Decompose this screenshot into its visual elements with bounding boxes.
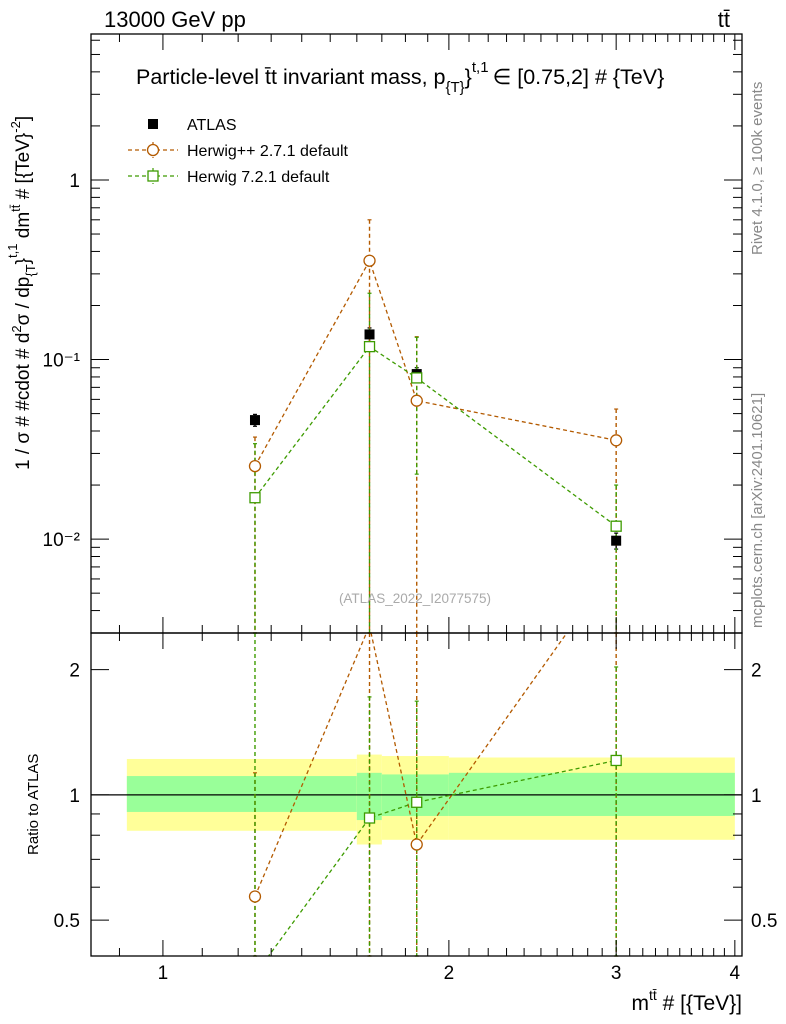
herwig-2-7-1-default-point xyxy=(248,459,262,473)
ratio-y-tick-label: 0.5 xyxy=(54,911,80,932)
herwig-2-7-1-default-line xyxy=(254,259,617,467)
x-tick-label: 2 xyxy=(444,963,455,984)
atlas-point xyxy=(249,415,260,426)
herwig-2-7-1-default-ratio-point xyxy=(410,838,423,851)
atlas-point xyxy=(611,535,622,546)
legend: ATLAS Herwig++ 2.7.1 default Herwig 7.2.1 … xyxy=(128,117,349,186)
mcplots-label: mcplots.cern.ch [arXiv:2401.10621] xyxy=(749,393,766,628)
y-tick-label: 10⁻¹ xyxy=(43,351,81,372)
y-axis-label: 1 / σ # #cdot # d2σ / dp{T}t,1 dmtt̄ # [… xyxy=(5,116,38,470)
legend-label-atlas: ATLAS xyxy=(187,117,237,134)
x-tick-label: 1 xyxy=(158,963,169,984)
y-tick-label: 1 xyxy=(69,171,80,192)
herwig-2-7-1-default-point xyxy=(610,434,623,447)
analysis-id: (ATLAS_2022_I2077575) xyxy=(339,591,491,606)
herwig-7-2-1-default-ratio-point xyxy=(363,812,376,824)
herwig-7-2-1-default-ratio-point xyxy=(411,796,423,808)
herwig-7-2-1-default-error-bar xyxy=(614,484,619,634)
rivet-label: Rivet 4.1.0, ≥ 100k events xyxy=(749,82,766,255)
herwig-7-2-1-default-point xyxy=(249,492,261,504)
ratio-panel: 1 2 3 4 0.5 0.5 1 1 2 2 xyxy=(54,632,777,984)
ratio-y-tick-label-right: 0.5 xyxy=(751,911,777,932)
herwig-7-2-1-default-ratio-line xyxy=(267,759,617,956)
herwig-2-7-1-default-ratio-line xyxy=(254,633,568,897)
herwig-7-2-1-default-point xyxy=(610,520,622,532)
ratio-y-tick-label-right: 1 xyxy=(751,786,762,807)
y-tick-label: 10⁻² xyxy=(43,530,81,551)
x-axis-label: mtt̄ # [{TeV}] xyxy=(631,987,742,1015)
main-panel: 1 10⁻¹ 10⁻² xyxy=(43,33,743,634)
atlas-point xyxy=(364,329,375,340)
herwig-7-2-1-default-point xyxy=(363,340,376,353)
process-label: tt̄ xyxy=(718,7,730,32)
herwig-2-7-1-default-point xyxy=(410,394,423,407)
legend-marker-herwig-7-2-1-default xyxy=(147,170,159,182)
chart-title: Particle-level t̄t invariant mass, p{T}}… xyxy=(136,59,664,96)
legend-marker-herwig-2-7-1-default xyxy=(146,143,160,157)
ratio-y-tick-label: 2 xyxy=(69,661,80,682)
herwig-2-7-1-default-ratio-point xyxy=(248,890,262,903)
ratio-y-tick-label-right: 2 xyxy=(751,661,762,682)
legend-label-herwig-2-7-1-default: Herwig++ 2.7.1 default xyxy=(187,143,349,160)
herwig-7-2-1-default-ratio-point xyxy=(610,754,622,767)
ratio-y-axis-label: Ratio to ATLAS xyxy=(25,754,42,855)
herwig-7-2-1-default-line xyxy=(254,345,617,527)
x-tick-label: 3 xyxy=(611,963,622,984)
ratio-band-inner xyxy=(126,776,357,812)
energy-label: 13000 GeV pp xyxy=(104,7,246,32)
herwig-7-2-1-default-error-bar xyxy=(414,336,419,475)
x-tick-label: 4 xyxy=(730,963,741,984)
herwig-7-2-1-default-point xyxy=(411,372,423,384)
legend-marker-atlas xyxy=(148,119,158,129)
legend-label-herwig-7-2-1-default: Herwig 7.2.1 default xyxy=(187,169,330,186)
ratio-y-tick-label: 1 xyxy=(69,786,80,807)
herwig-2-7-1-default-point xyxy=(363,254,376,267)
